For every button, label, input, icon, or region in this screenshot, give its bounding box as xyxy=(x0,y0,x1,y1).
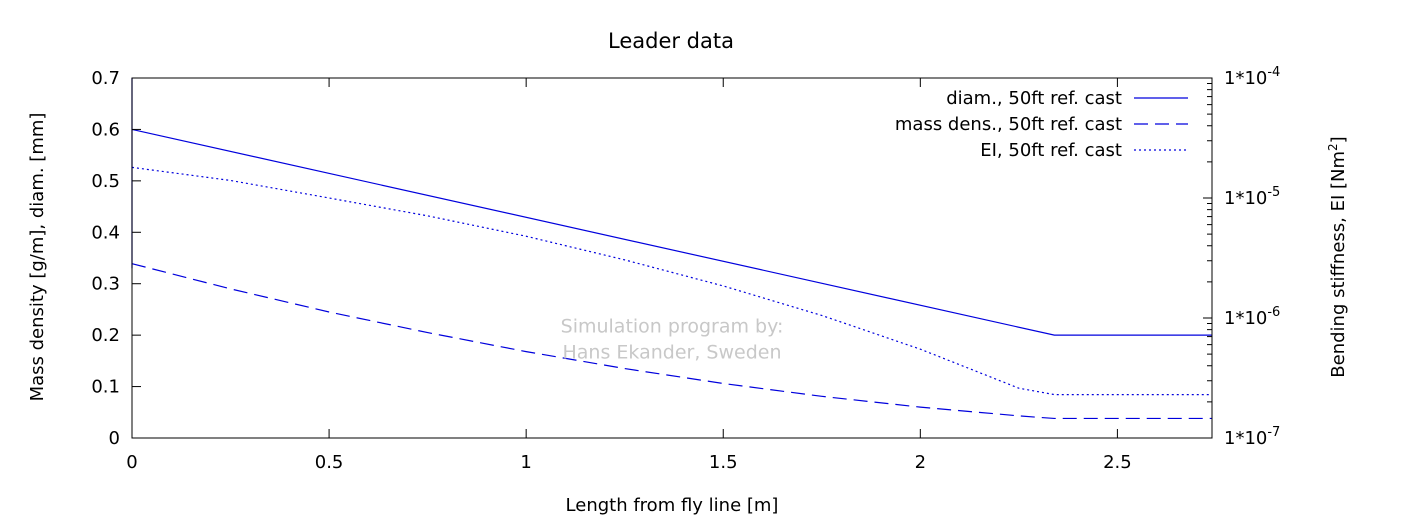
x-axis-label: Length from fly line [m] xyxy=(566,495,779,516)
legend-entry-label: EI, 50ft ref. cast xyxy=(980,140,1122,161)
y2-axis-label-superscript: 2 xyxy=(1326,143,1340,151)
y-tick-label: 0.1 xyxy=(91,377,120,398)
x-tick-label: 0.5 xyxy=(315,452,344,473)
y-tick-label: 0.7 xyxy=(91,68,120,89)
y2-axis-label: Bending stiffness, EI [Nm2] xyxy=(1326,136,1349,377)
y-tick-label: 0.6 xyxy=(91,119,120,140)
x-tick-label: 2 xyxy=(915,452,926,473)
y2-axis-label-main: Bending stiffness, EI [Nm xyxy=(1328,151,1349,378)
plot-frame xyxy=(131,77,1213,439)
legend: diam., 50ft ref. cast mass dens., 50ft re… xyxy=(895,88,1188,161)
y-tick-label: 0.5 xyxy=(91,171,120,192)
x-tick-label: 2.5 xyxy=(1103,452,1132,473)
y2-tick-label: 1*10-6 xyxy=(1224,305,1280,329)
watermark-text: Simulation program by: xyxy=(561,316,784,338)
x-tick-label: 1.5 xyxy=(709,452,738,473)
y-tick-label: 0.2 xyxy=(91,325,120,346)
watermark-text: Hans Ekander, Sweden xyxy=(563,341,782,363)
legend-entry-label: mass dens., 50ft ref. cast xyxy=(895,114,1122,135)
y2-tick-label: 1*10-5 xyxy=(1224,185,1280,209)
y2-tick-label: 1*10-7 xyxy=(1224,425,1280,449)
x-tick-label: 1 xyxy=(520,452,531,473)
x-tick-label: 0 xyxy=(126,452,137,473)
series-line-2 xyxy=(131,263,1212,420)
chart-title: Leader data xyxy=(608,29,734,53)
y-tick-label: 0 xyxy=(109,428,120,449)
y2-tick-label: 1*10-4 xyxy=(1224,65,1280,89)
legend-entry-label: diam., 50ft ref. cast xyxy=(946,88,1122,109)
y-axis-label: Mass density [g/m], diam. [mm] xyxy=(27,113,48,402)
y-tick-label: 0.4 xyxy=(91,222,120,243)
y-tick-label: 0.3 xyxy=(91,274,120,295)
y2-axis-label-end: ] xyxy=(1328,136,1349,143)
